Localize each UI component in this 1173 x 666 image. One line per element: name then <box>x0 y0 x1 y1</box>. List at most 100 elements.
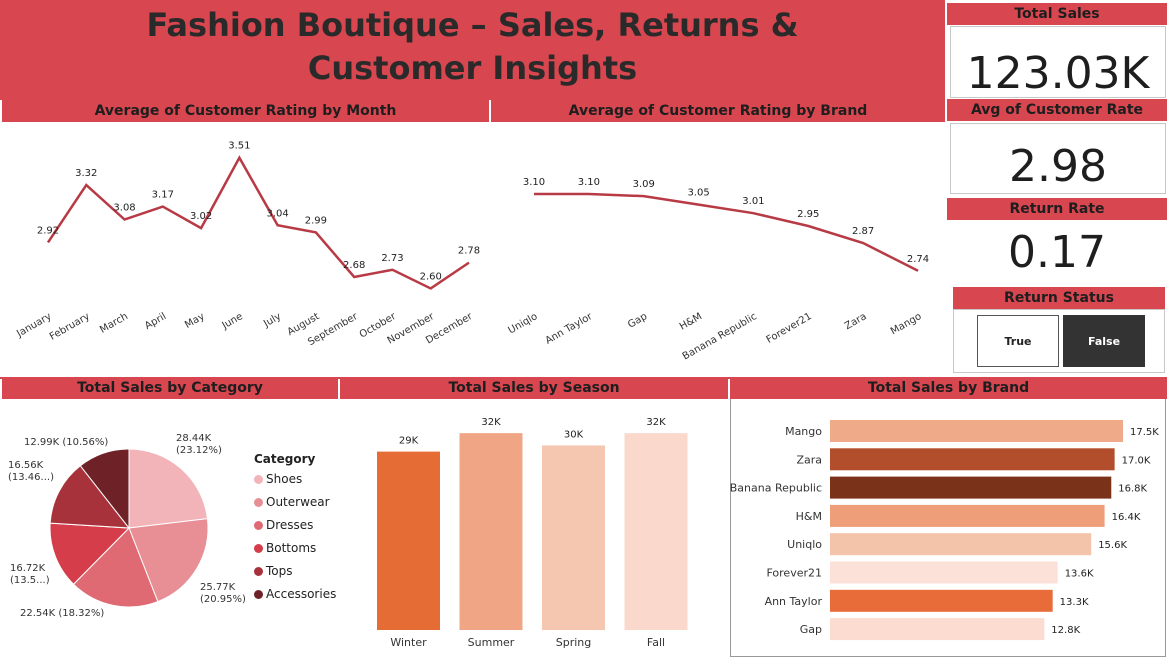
kpi-return-rate-card[interactable]: 0.17 <box>950 222 1164 284</box>
rating-by-month-tick-label: April <box>143 311 168 332</box>
rating-by-brand-point <box>696 202 702 208</box>
season-bar-label: 30K <box>564 429 584 440</box>
rating-by-month-tick-label: June <box>220 311 245 332</box>
rating-by-brand-tick-label: H&M <box>678 311 704 333</box>
legend-swatch <box>254 567 263 576</box>
rating-by-month-data-label: 3.04 <box>267 208 289 219</box>
season-tick-label: Winter <box>390 636 427 649</box>
rating-by-month-title: Average of Customer Rating by Month <box>2 100 489 122</box>
season-bar-fall[interactable] <box>624 433 688 630</box>
rating-by-month-chart: 2.92 3.32 3.08 3.17 3.02 3.51 3.04 2.99 2.68 2.73… <box>14 141 480 348</box>
rating-by-month-point <box>45 239 51 245</box>
season-bar-winter[interactable] <box>377 451 440 630</box>
rating-by-month-point <box>389 267 395 273</box>
rating-by-month-point <box>198 225 204 231</box>
season-bar-spring[interactable] <box>542 445 605 630</box>
legend-swatch <box>254 498 263 507</box>
rating-by-brand-point <box>641 193 647 199</box>
kpi-avg-rate-label: Avg of Customer Rate <box>947 99 1167 121</box>
rating-by-month-tick-label: March <box>98 311 130 336</box>
rating-by-month-point <box>122 217 128 223</box>
rating-by-brand-data-label: 2.74 <box>907 254 929 265</box>
rating-by-month-data-label: 3.02 <box>190 211 212 222</box>
kpi-total-sales-card[interactable]: 123.03K <box>950 26 1166 99</box>
brand-bar-label: 16.4K <box>1112 512 1141 523</box>
season-bar-label: 29K <box>399 436 419 447</box>
season-bar-summer[interactable] <box>459 433 523 630</box>
return-status-true-button[interactable]: True <box>977 315 1059 367</box>
pie-slice-accessories[interactable] <box>79 448 130 530</box>
pie-slice-bottoms[interactable] <box>49 522 131 585</box>
category-legend-item[interactable]: Outerwear <box>254 495 330 509</box>
legend-swatch <box>254 544 263 553</box>
legend-label: Outerwear <box>266 495 330 509</box>
rating-by-brand-data-label: 2.87 <box>852 226 874 237</box>
brand-bar-label: 12.8K <box>1051 625 1080 636</box>
rating-by-brand-title: Average of Customer Rating by Brand <box>491 100 945 122</box>
category-legend-item[interactable]: Dresses <box>254 518 313 532</box>
kpi-return-rate-label: Return Rate <box>947 198 1167 220</box>
pie-data-label: 28.44K <box>176 433 212 444</box>
pie-slice-dresses[interactable] <box>72 527 159 608</box>
sales-by-brand-bars: Mango 17.5K Zara 17.0K Banana Republic 16.8K H… <box>730 420 1159 641</box>
category-legend-item[interactable]: Tops <box>254 564 293 578</box>
rating-by-month-tick-label: January <box>14 311 53 340</box>
sales-by-season-title: Total Sales by Season <box>340 377 728 399</box>
return-status-false-button[interactable]: False <box>1063 315 1145 367</box>
pie-slice-tops[interactable] <box>49 465 131 529</box>
rating-by-brand-point <box>915 268 921 274</box>
pie-slice-outerwear[interactable] <box>128 518 209 603</box>
season-tick-label: Summer <box>468 636 515 649</box>
pie-data-label: 16.56K <box>8 460 44 471</box>
brand-bar[interactable] <box>830 561 1058 584</box>
rating-by-month-tick-label: July <box>261 311 283 330</box>
kpi-total-sales-value: 123.03K <box>966 48 1150 99</box>
rating-by-month-data-label: 2.68 <box>343 260 365 271</box>
brand-tick-label: Mango <box>785 425 822 438</box>
legend-swatch <box>254 475 263 484</box>
kpi-total-sales-label: Total Sales <box>947 3 1167 25</box>
rating-by-month-point <box>83 182 89 188</box>
rating-by-month-data-label: 3.32 <box>75 168 97 179</box>
legend-swatch <box>254 590 263 599</box>
sales-by-season-bars: 29K Winter 32K Summer 30K Spring 32K Fall <box>377 417 688 649</box>
brand-bar[interactable] <box>830 476 1112 499</box>
return-status-slicer <box>953 309 1165 373</box>
brand-tick-label: Uniqlo <box>787 538 822 551</box>
page-title-line2: Customer Insights <box>307 49 638 87</box>
brand-tick-label: H&M <box>796 510 822 523</box>
pie-data-label: (13.5...) <box>10 575 50 586</box>
brand-bar[interactable] <box>830 533 1092 556</box>
category-legend-item[interactable]: Bottoms <box>254 541 316 555</box>
rating-by-brand-point <box>531 191 537 197</box>
rating-by-month-data-label: 3.17 <box>152 190 174 201</box>
rating-by-month-point <box>466 260 472 266</box>
pie-data-label: (20.95%) <box>200 594 246 605</box>
category-legend-item[interactable]: Shoes <box>254 472 302 486</box>
pie-data-label: (23.12%) <box>176 445 222 456</box>
rating-by-month-point <box>275 222 281 228</box>
brand-bar[interactable] <box>830 448 1115 471</box>
brand-bar[interactable] <box>830 618 1045 641</box>
rating-by-month-point <box>313 229 319 235</box>
rating-by-month-point <box>351 274 357 280</box>
category-legend-title: Category <box>254 452 316 466</box>
rating-by-brand-tick-label: Forever21 <box>765 311 814 346</box>
title-band <box>0 0 945 100</box>
brand-bar[interactable] <box>830 589 1053 612</box>
pie-data-label: 12.99K (10.56%) <box>24 437 108 448</box>
pie-slice-shoes[interactable] <box>128 448 209 529</box>
sales-by-category-title: Total Sales by Category <box>2 377 338 399</box>
brand-bar[interactable] <box>830 420 1123 442</box>
rating-by-month-data-label: 2.78 <box>458 246 480 257</box>
category-legend-item[interactable]: Accessories <box>254 587 336 601</box>
brand-bar-label: 13.3K <box>1060 597 1089 608</box>
rating-by-brand-data-label: 3.01 <box>742 196 764 207</box>
rating-by-brand-point <box>860 240 866 246</box>
rating-by-month-data-label: 2.60 <box>420 271 442 282</box>
brand-bar[interactable] <box>830 504 1105 527</box>
rating-by-brand-data-label: 2.95 <box>797 209 819 220</box>
sales-by-brand-frame <box>730 399 1166 657</box>
rating-by-month-data-label: 2.73 <box>381 253 403 264</box>
kpi-avg-rate-card[interactable]: 2.98 <box>950 123 1166 194</box>
